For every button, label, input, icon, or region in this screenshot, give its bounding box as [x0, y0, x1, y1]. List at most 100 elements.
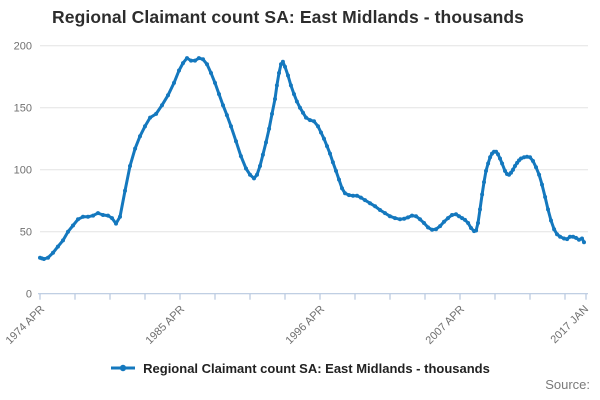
- series-point: [286, 73, 290, 78]
- series-point: [503, 168, 507, 173]
- series-point: [325, 144, 329, 149]
- y-tick-label-150: 150: [14, 103, 32, 115]
- series-point: [264, 140, 268, 145]
- legend-label: Regional Claimant count SA: East Midland…: [143, 360, 490, 376]
- series-line: [38, 56, 586, 261]
- series-point: [525, 154, 529, 159]
- series-point: [555, 232, 559, 237]
- series-point: [224, 113, 229, 118]
- series-point: [138, 134, 142, 139]
- series-point: [217, 92, 221, 97]
- series-point: [582, 240, 586, 245]
- series-point: [568, 234, 572, 239]
- series-point: [229, 124, 233, 129]
- series-point: [283, 64, 287, 69]
- series-point: [260, 152, 265, 157]
- series-point: [101, 213, 105, 217]
- legend: Regional Claimant count SA: East Midland…: [0, 358, 600, 378]
- series-point: [410, 213, 414, 218]
- series-point: [484, 168, 488, 173]
- x-tick-label-1996-apr: 1996 APR: [284, 303, 328, 347]
- series-point: [114, 221, 118, 226]
- series-point: [196, 56, 201, 61]
- x-tick-label-2007-apr: 2007 APR: [424, 303, 468, 347]
- series-point: [562, 236, 566, 241]
- series-point: [434, 227, 438, 232]
- series-point: [426, 225, 430, 230]
- series-point: [422, 221, 426, 225]
- series-point: [298, 105, 302, 110]
- series-point: [81, 214, 85, 219]
- series-point: [430, 227, 435, 232]
- series-point: [213, 80, 217, 85]
- series-point: [160, 103, 164, 108]
- series-point: [221, 103, 225, 108]
- series-point: [486, 161, 491, 166]
- series-point: [383, 211, 387, 216]
- series-point: [474, 228, 479, 233]
- series-point: [96, 211, 100, 216]
- series-point: [476, 221, 480, 225]
- series-point: [500, 161, 505, 166]
- series-point: [316, 124, 320, 129]
- series-point: [172, 80, 176, 85]
- series-point: [205, 62, 209, 67]
- series-point: [234, 139, 238, 144]
- series-point: [154, 111, 159, 116]
- series-point: [418, 217, 422, 222]
- series-point: [534, 165, 538, 170]
- y-tick-label-50: 50: [20, 227, 32, 239]
- series-point: [330, 160, 335, 165]
- source-note: Source:: [545, 377, 590, 392]
- series-point: [76, 217, 80, 222]
- series-point: [457, 214, 461, 219]
- series-point: [519, 156, 523, 161]
- series-point: [334, 168, 338, 173]
- series-point: [340, 186, 344, 191]
- series-point: [454, 212, 458, 217]
- series-point: [480, 192, 485, 197]
- series-point: [61, 238, 65, 243]
- series-point: [398, 217, 402, 222]
- series-point: [294, 99, 299, 104]
- y-tick-label-100: 100: [14, 165, 32, 177]
- series-point: [270, 111, 274, 116]
- series-point: [402, 216, 407, 221]
- series-point: [328, 151, 332, 156]
- series-point: [351, 193, 355, 198]
- series-point: [574, 235, 578, 240]
- series-point: [248, 172, 252, 177]
- series-point: [110, 216, 114, 221]
- series-point: [258, 164, 262, 168]
- series-point: [414, 214, 418, 219]
- series-point: [189, 58, 193, 63]
- y-tick-label-200: 200: [14, 41, 32, 53]
- series-point: [540, 182, 544, 187]
- x-tick-label-1974-apr: 1974 APR: [4, 303, 48, 347]
- series-point: [446, 216, 450, 221]
- series-point: [252, 176, 256, 181]
- series-point: [406, 215, 410, 220]
- series-point: [280, 59, 285, 64]
- x-tick-label-2017-jan: 2017 JAN: [548, 303, 591, 346]
- series-point: [378, 208, 382, 212]
- series-point: [255, 172, 259, 177]
- series-point: [193, 58, 197, 63]
- series-point: [308, 118, 312, 123]
- series-point: [549, 218, 553, 223]
- series-point: [537, 172, 542, 177]
- line-dot-icon: [111, 364, 136, 372]
- series-point: [71, 223, 75, 228]
- series-point: [51, 250, 55, 255]
- series-point: [498, 156, 502, 161]
- series-point: [442, 219, 446, 224]
- series-point: [128, 164, 132, 168]
- series-point: [466, 221, 471, 225]
- series-point: [373, 204, 378, 209]
- series-point: [133, 146, 138, 151]
- series-point: [546, 207, 550, 212]
- series-point: [301, 110, 305, 115]
- series-point: [304, 115, 308, 120]
- series-point: [106, 213, 110, 218]
